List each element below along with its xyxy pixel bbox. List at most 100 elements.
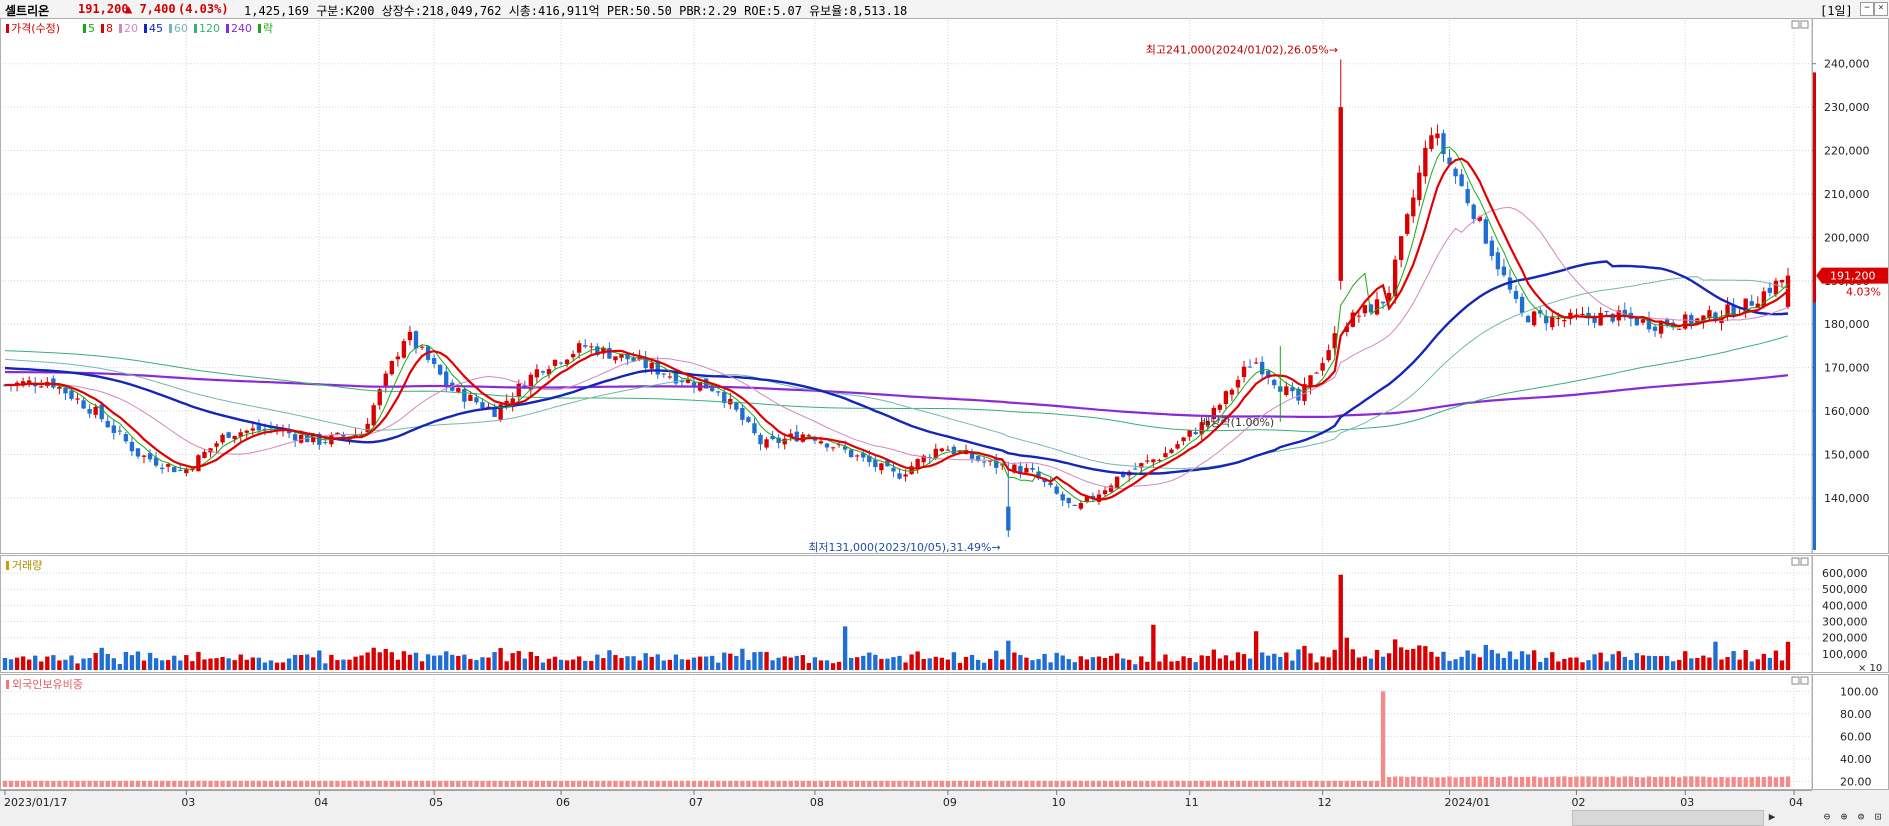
foreign-bar [1664,776,1670,787]
volume-bar [286,658,292,670]
foreign-bar [298,780,304,787]
foreign-bar [988,780,993,787]
foreign-bar [570,780,576,787]
volume-bar [1562,658,1567,670]
candle-body [1477,216,1482,221]
candle-body [583,345,588,347]
candle-body [1483,219,1488,244]
stock-name[interactable]: 셀트리온 [5,4,50,18]
foreign-bar [377,780,382,787]
volume-bar [516,651,521,670]
close-icon[interactable]: × [1874,2,1888,16]
x-tick-label: 2023/01/17 [4,796,67,809]
volume-bar [1598,652,1603,670]
volume-bar [1181,656,1186,670]
candle-body [1266,370,1271,378]
minimize-icon[interactable]: − [1860,2,1874,16]
volume-bar [1272,653,1277,670]
foreign-bar [1580,776,1585,787]
volume-bar [1042,654,1047,670]
foreign-bar [1308,780,1313,787]
volume-bar [401,651,407,670]
zoom-fit-icon[interactable]: ⊡ [1874,810,1882,823]
foreign-bar [8,780,14,787]
volume-bar [1519,651,1525,670]
x-tick-label: 2024/01 [1445,796,1491,809]
foreign-bar [33,780,38,787]
candle-body [1163,453,1168,458]
foreign-bar [1725,777,1730,787]
volume-bar [214,658,219,670]
foreign-bar [564,780,570,787]
foreign-bar [450,780,455,787]
foreign-bar [1139,780,1144,787]
y-tick-label-price: 170,000 [1824,362,1870,375]
volume-bar [190,661,195,670]
candle-body [1773,280,1779,295]
volume-bar [153,658,159,670]
volume-bar [1217,658,1223,670]
zoom-out-icon[interactable]: ⊖ [1823,810,1831,823]
foreign-bar [655,780,660,787]
candle-body [377,389,382,406]
candle-body [1677,328,1682,330]
foreign-bar [87,780,92,787]
foreign-bar [601,780,606,787]
candle-body [1531,311,1537,326]
volume-bar [123,651,129,670]
foreign-bar [824,780,830,787]
y-tick-label-foreign: 20.00 [1840,775,1872,788]
y-tick-label-volume: 200,000 [1822,632,1868,645]
horizontal-scrollbar[interactable] [1572,810,1764,826]
candle-body [1374,299,1380,315]
candle-body [716,391,721,393]
zoom-in-icon[interactable]: ⊕ [1840,810,1848,823]
foreign-bar [1719,776,1724,787]
candle-body [1133,468,1138,470]
volume-bar [1737,659,1742,670]
volume-bar [728,653,733,670]
volume-bar [1048,662,1053,670]
candle-body [655,360,660,375]
volume-bar [419,661,425,670]
candle-body [643,357,648,369]
foreign-bar [1296,780,1301,787]
candle-body [220,434,225,443]
volume-bar [474,660,479,670]
candle-body [117,430,123,432]
candle-body [1241,366,1247,377]
candle-body [1296,388,1301,401]
foreign-bar [1290,780,1295,787]
volume-bar [1278,656,1283,670]
foreign-bar [1513,777,1519,787]
period-button[interactable]: [1일] [1820,4,1853,18]
foreign-bar [661,780,666,787]
foreign-bar [1344,780,1349,787]
volume-bar [637,660,642,670]
volume-bar [806,663,812,670]
foreign-bar [540,780,546,787]
candle-body [75,398,80,400]
volume-bar [1628,660,1634,670]
foreign-bar [885,780,890,787]
foreign-bar [1658,776,1664,787]
foreign-bar [1133,780,1138,787]
candle-body [1453,168,1458,177]
volume-bar [861,655,866,670]
foreign-bar [280,780,286,787]
foreign-bar [63,780,68,787]
foreign-bar [848,780,854,787]
volume-bar [800,655,805,670]
foreign-bar [1562,776,1567,787]
volume-bar [1743,650,1748,670]
candle-body [1580,313,1585,315]
foreign-bar [1326,780,1331,787]
candle-body [921,455,926,463]
volume-bar [655,654,660,670]
y-tick-label-foreign: 60.00 [1840,730,1872,743]
candle-body [824,443,830,448]
volume-bar [957,662,963,670]
candle-body [1489,240,1495,257]
arrow-right-icon[interactable]: ▶ [1768,810,1776,823]
zoom-reset-icon[interactable]: ⊜ [1857,810,1865,823]
